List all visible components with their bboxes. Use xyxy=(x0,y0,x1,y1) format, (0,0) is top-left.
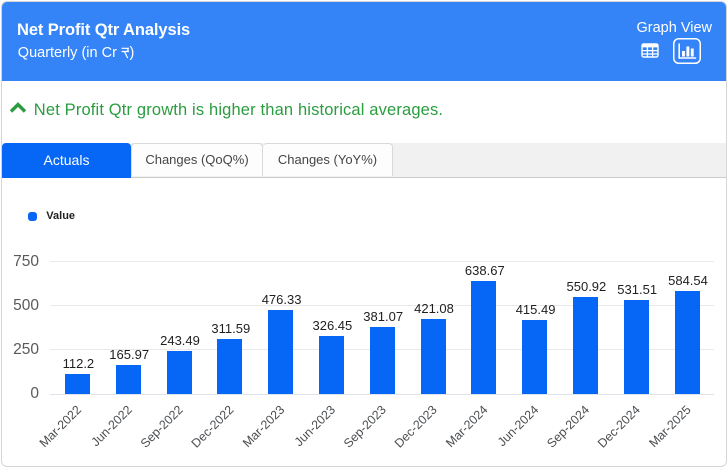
svg-text:Sep-2024: Sep-2024 xyxy=(544,403,592,451)
svg-text:Dec-2022: Dec-2022 xyxy=(189,403,237,451)
svg-text:Sep-2022: Sep-2022 xyxy=(138,403,186,451)
svg-text:Mar-2022: Mar-2022 xyxy=(37,403,84,450)
svg-text:Jun-2024: Jun-2024 xyxy=(495,403,542,450)
svg-text:Sep-2023: Sep-2023 xyxy=(341,403,389,451)
svg-text:Mar-2023: Mar-2023 xyxy=(240,403,287,450)
svg-text:Dec-2023: Dec-2023 xyxy=(392,403,440,451)
svg-text:Jun-2022: Jun-2022 xyxy=(88,403,135,450)
svg-text:Jun-2023: Jun-2023 xyxy=(292,403,339,450)
svg-text:Mar-2025: Mar-2025 xyxy=(646,403,693,450)
svg-text:Mar-2024: Mar-2024 xyxy=(443,403,490,450)
svg-text:Dec-2024: Dec-2024 xyxy=(595,403,643,451)
